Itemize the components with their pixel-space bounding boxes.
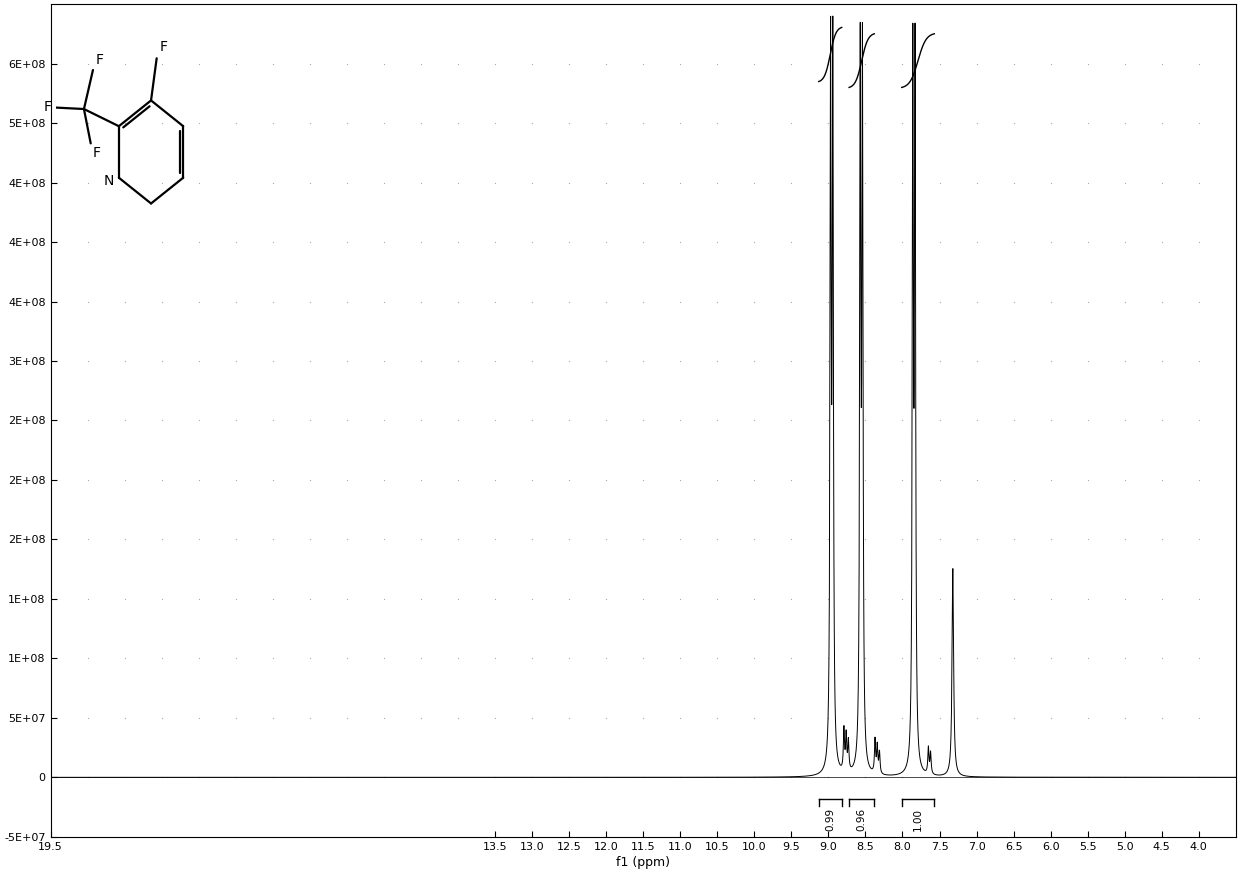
Text: 1.00: 1.00	[913, 808, 923, 831]
X-axis label: f1 (ppm): f1 (ppm)	[616, 856, 670, 869]
Text: 0.99: 0.99	[826, 808, 836, 831]
Text: 0.96: 0.96	[857, 808, 867, 831]
